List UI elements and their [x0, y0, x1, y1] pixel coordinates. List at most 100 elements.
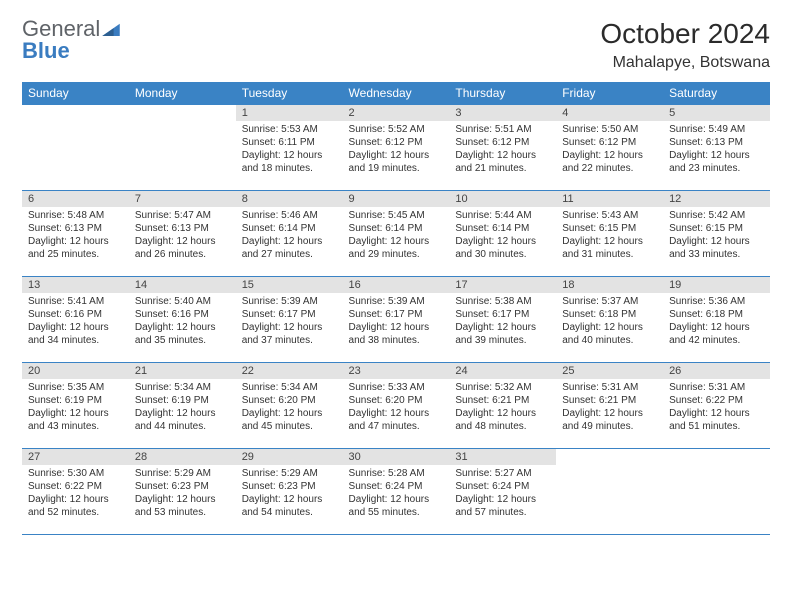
- sunrise-text: Sunrise: 5:46 AM: [242, 209, 337, 222]
- daylight-text: Daylight: 12 hours and 43 minutes.: [28, 407, 123, 433]
- weekday-header: Saturday: [663, 82, 770, 105]
- sunrise-text: Sunrise: 5:49 AM: [669, 123, 764, 136]
- day-number: 25: [556, 363, 663, 379]
- calendar-day-cell: ..: [556, 449, 663, 535]
- sunrise-text: Sunrise: 5:48 AM: [28, 209, 123, 222]
- sunrise-text: Sunrise: 5:33 AM: [349, 381, 444, 394]
- daylight-text: Daylight: 12 hours and 37 minutes.: [242, 321, 337, 347]
- sunset-text: Sunset: 6:20 PM: [349, 394, 444, 407]
- day-number: 7: [129, 191, 236, 207]
- daylight-text: Daylight: 12 hours and 23 minutes.: [669, 149, 764, 175]
- calendar-day-cell: 26Sunrise: 5:31 AMSunset: 6:22 PMDayligh…: [663, 363, 770, 449]
- day-details: Sunrise: 5:41 AMSunset: 6:16 PMDaylight:…: [22, 293, 129, 351]
- daylight-text: Daylight: 12 hours and 31 minutes.: [562, 235, 657, 261]
- sunrise-text: Sunrise: 5:39 AM: [349, 295, 444, 308]
- day-number: 27: [22, 449, 129, 465]
- day-details: Sunrise: 5:34 AMSunset: 6:19 PMDaylight:…: [129, 379, 236, 437]
- sunrise-text: Sunrise: 5:37 AM: [562, 295, 657, 308]
- daylight-text: Daylight: 12 hours and 57 minutes.: [455, 493, 550, 519]
- sunset-text: Sunset: 6:18 PM: [669, 308, 764, 321]
- daylight-text: Daylight: 12 hours and 42 minutes.: [669, 321, 764, 347]
- day-number: 26: [663, 363, 770, 379]
- daylight-text: Daylight: 12 hours and 26 minutes.: [135, 235, 230, 261]
- sunset-text: Sunset: 6:14 PM: [349, 222, 444, 235]
- sunrise-text: Sunrise: 5:28 AM: [349, 467, 444, 480]
- calendar-day-cell: ..: [129, 105, 236, 191]
- logo: GeneralBlue: [22, 18, 120, 62]
- day-number: 24: [449, 363, 556, 379]
- calendar-day-cell: 13Sunrise: 5:41 AMSunset: 6:16 PMDayligh…: [22, 277, 129, 363]
- sunset-text: Sunset: 6:22 PM: [28, 480, 123, 493]
- daylight-text: Daylight: 12 hours and 27 minutes.: [242, 235, 337, 261]
- day-number: 16: [343, 277, 450, 293]
- sunset-text: Sunset: 6:23 PM: [135, 480, 230, 493]
- day-details: Sunrise: 5:34 AMSunset: 6:20 PMDaylight:…: [236, 379, 343, 437]
- calendar-day-cell: 28Sunrise: 5:29 AMSunset: 6:23 PMDayligh…: [129, 449, 236, 535]
- day-details: Sunrise: 5:52 AMSunset: 6:12 PMDaylight:…: [343, 121, 450, 179]
- weekday-header: Monday: [129, 82, 236, 105]
- weekday-header: Sunday: [22, 82, 129, 105]
- calendar-day-cell: 11Sunrise: 5:43 AMSunset: 6:15 PMDayligh…: [556, 191, 663, 277]
- sunset-text: Sunset: 6:19 PM: [28, 394, 123, 407]
- calendar-day-cell: 16Sunrise: 5:39 AMSunset: 6:17 PMDayligh…: [343, 277, 450, 363]
- sunset-text: Sunset: 6:15 PM: [562, 222, 657, 235]
- day-details: Sunrise: 5:39 AMSunset: 6:17 PMDaylight:…: [236, 293, 343, 351]
- page-title: October 2024: [600, 18, 770, 50]
- sunrise-text: Sunrise: 5:40 AM: [135, 295, 230, 308]
- day-number: 5: [663, 105, 770, 121]
- day-number: 3: [449, 105, 556, 121]
- sunrise-text: Sunrise: 5:42 AM: [669, 209, 764, 222]
- daylight-text: Daylight: 12 hours and 40 minutes.: [562, 321, 657, 347]
- day-details: Sunrise: 5:30 AMSunset: 6:22 PMDaylight:…: [22, 465, 129, 523]
- sunrise-text: Sunrise: 5:43 AM: [562, 209, 657, 222]
- sunrise-text: Sunrise: 5:51 AM: [455, 123, 550, 136]
- day-number: 21: [129, 363, 236, 379]
- sunrise-text: Sunrise: 5:41 AM: [28, 295, 123, 308]
- sunrise-text: Sunrise: 5:34 AM: [135, 381, 230, 394]
- daylight-text: Daylight: 12 hours and 30 minutes.: [455, 235, 550, 261]
- day-number: 19: [663, 277, 770, 293]
- day-details: Sunrise: 5:44 AMSunset: 6:14 PMDaylight:…: [449, 207, 556, 265]
- sunrise-text: Sunrise: 5:50 AM: [562, 123, 657, 136]
- sunset-text: Sunset: 6:12 PM: [455, 136, 550, 149]
- sunrise-text: Sunrise: 5:29 AM: [242, 467, 337, 480]
- day-details: Sunrise: 5:43 AMSunset: 6:15 PMDaylight:…: [556, 207, 663, 265]
- day-details: Sunrise: 5:38 AMSunset: 6:17 PMDaylight:…: [449, 293, 556, 351]
- day-details: Sunrise: 5:49 AMSunset: 6:13 PMDaylight:…: [663, 121, 770, 179]
- day-number: 29: [236, 449, 343, 465]
- sunset-text: Sunset: 6:22 PM: [669, 394, 764, 407]
- calendar-table: SundayMondayTuesdayWednesdayThursdayFrid…: [22, 82, 770, 535]
- day-details: Sunrise: 5:27 AMSunset: 6:24 PMDaylight:…: [449, 465, 556, 523]
- weekday-header: Thursday: [449, 82, 556, 105]
- calendar-week-row: ....1Sunrise: 5:53 AMSunset: 6:11 PMDayl…: [22, 105, 770, 191]
- sunset-text: Sunset: 6:24 PM: [455, 480, 550, 493]
- sunrise-text: Sunrise: 5:29 AM: [135, 467, 230, 480]
- calendar-day-cell: 2Sunrise: 5:52 AMSunset: 6:12 PMDaylight…: [343, 105, 450, 191]
- weekday-header: Friday: [556, 82, 663, 105]
- day-number: 2: [343, 105, 450, 121]
- sunset-text: Sunset: 6:21 PM: [562, 394, 657, 407]
- sunset-text: Sunset: 6:13 PM: [669, 136, 764, 149]
- calendar-week-row: 20Sunrise: 5:35 AMSunset: 6:19 PMDayligh…: [22, 363, 770, 449]
- sunrise-text: Sunrise: 5:52 AM: [349, 123, 444, 136]
- calendar-day-cell: 12Sunrise: 5:42 AMSunset: 6:15 PMDayligh…: [663, 191, 770, 277]
- day-number: 18: [556, 277, 663, 293]
- sunrise-text: Sunrise: 5:53 AM: [242, 123, 337, 136]
- calendar-day-cell: ..: [22, 105, 129, 191]
- calendar-day-cell: 31Sunrise: 5:27 AMSunset: 6:24 PMDayligh…: [449, 449, 556, 535]
- sunset-text: Sunset: 6:20 PM: [242, 394, 337, 407]
- logo-text-blue: Blue: [22, 38, 70, 63]
- sunrise-text: Sunrise: 5:30 AM: [28, 467, 123, 480]
- daylight-text: Daylight: 12 hours and 25 minutes.: [28, 235, 123, 261]
- sunset-text: Sunset: 6:13 PM: [135, 222, 230, 235]
- day-number: 6: [22, 191, 129, 207]
- day-details: Sunrise: 5:51 AMSunset: 6:12 PMDaylight:…: [449, 121, 556, 179]
- weekday-header-row: SundayMondayTuesdayWednesdayThursdayFrid…: [22, 82, 770, 105]
- calendar-day-cell: ..: [663, 449, 770, 535]
- day-details: Sunrise: 5:29 AMSunset: 6:23 PMDaylight:…: [236, 465, 343, 523]
- day-number: 20: [22, 363, 129, 379]
- sunrise-text: Sunrise: 5:45 AM: [349, 209, 444, 222]
- day-details: Sunrise: 5:31 AMSunset: 6:22 PMDaylight:…: [663, 379, 770, 437]
- sunset-text: Sunset: 6:14 PM: [242, 222, 337, 235]
- calendar-week-row: 27Sunrise: 5:30 AMSunset: 6:22 PMDayligh…: [22, 449, 770, 535]
